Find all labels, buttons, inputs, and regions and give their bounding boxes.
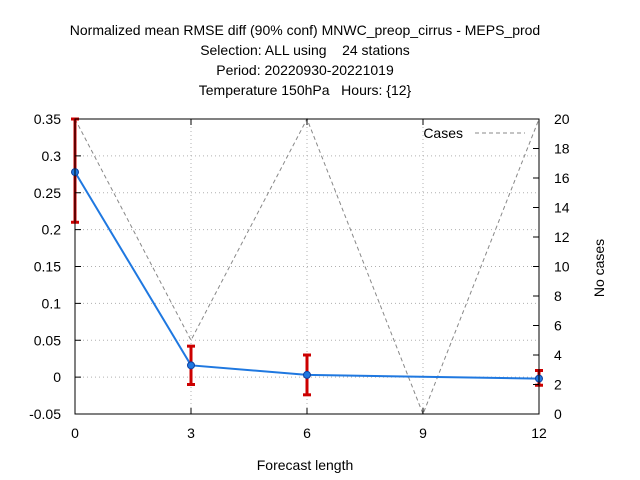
legend: Cases [423,125,525,141]
y-tick-label: 0.25 [34,185,61,201]
y2-tick-label: 16 [554,170,570,186]
x-tick-label: 12 [531,425,547,441]
x-axis-label: Forecast length [257,457,354,473]
y2-tick-label: 18 [554,141,570,157]
title-line-1: Normalized mean RMSE diff (90% conf) MNW… [70,22,540,38]
legend-label: Cases [423,125,463,141]
y-tick-label: 0.3 [42,148,62,164]
x-tick-label: 3 [187,425,195,441]
title-line-4: Temperature 150hPa Hours: {12} [199,82,412,98]
title-line-3: Period: 20220930-20221019 [216,62,394,78]
axes: -0.05 0 0.05 0.1 0.15 0.2 0.25 0.3 0.35 0 3 6 9 12 0 2 4… [29,111,570,441]
y2-tick-label: 0 [554,406,562,422]
y2-tick-label: 8 [554,288,562,304]
y-tick-label: 0.35 [34,111,61,127]
x-tick-label: 6 [303,425,311,441]
y2-tick-label: 2 [554,377,562,393]
data-point [304,371,311,378]
title-line-2: Selection: ALL using 24 stations [200,42,410,58]
x-tick-label: 9 [419,425,427,441]
y-tick-label: 0.15 [34,259,61,275]
y-tick-label: 0.1 [42,295,62,311]
x-tick-label: 0 [71,425,79,441]
y2-tick-label: 6 [554,318,562,334]
y-tick-label: 0 [53,369,61,385]
y2-tick-label: 10 [554,259,570,275]
y-tick-label: 0.2 [42,222,62,238]
data-point [188,362,195,369]
y-tick-label: 0.05 [34,332,61,348]
y2-tick-label: 14 [554,200,570,216]
y2-axis-label: No cases [591,239,607,297]
chart-title: Normalized mean RMSE diff (90% conf) MNW… [70,22,540,98]
y2-tick-label: 12 [554,229,570,245]
y2-tick-label: 4 [554,347,562,363]
y-tick-label: -0.05 [29,406,61,422]
y2-tick-label: 20 [554,111,570,127]
